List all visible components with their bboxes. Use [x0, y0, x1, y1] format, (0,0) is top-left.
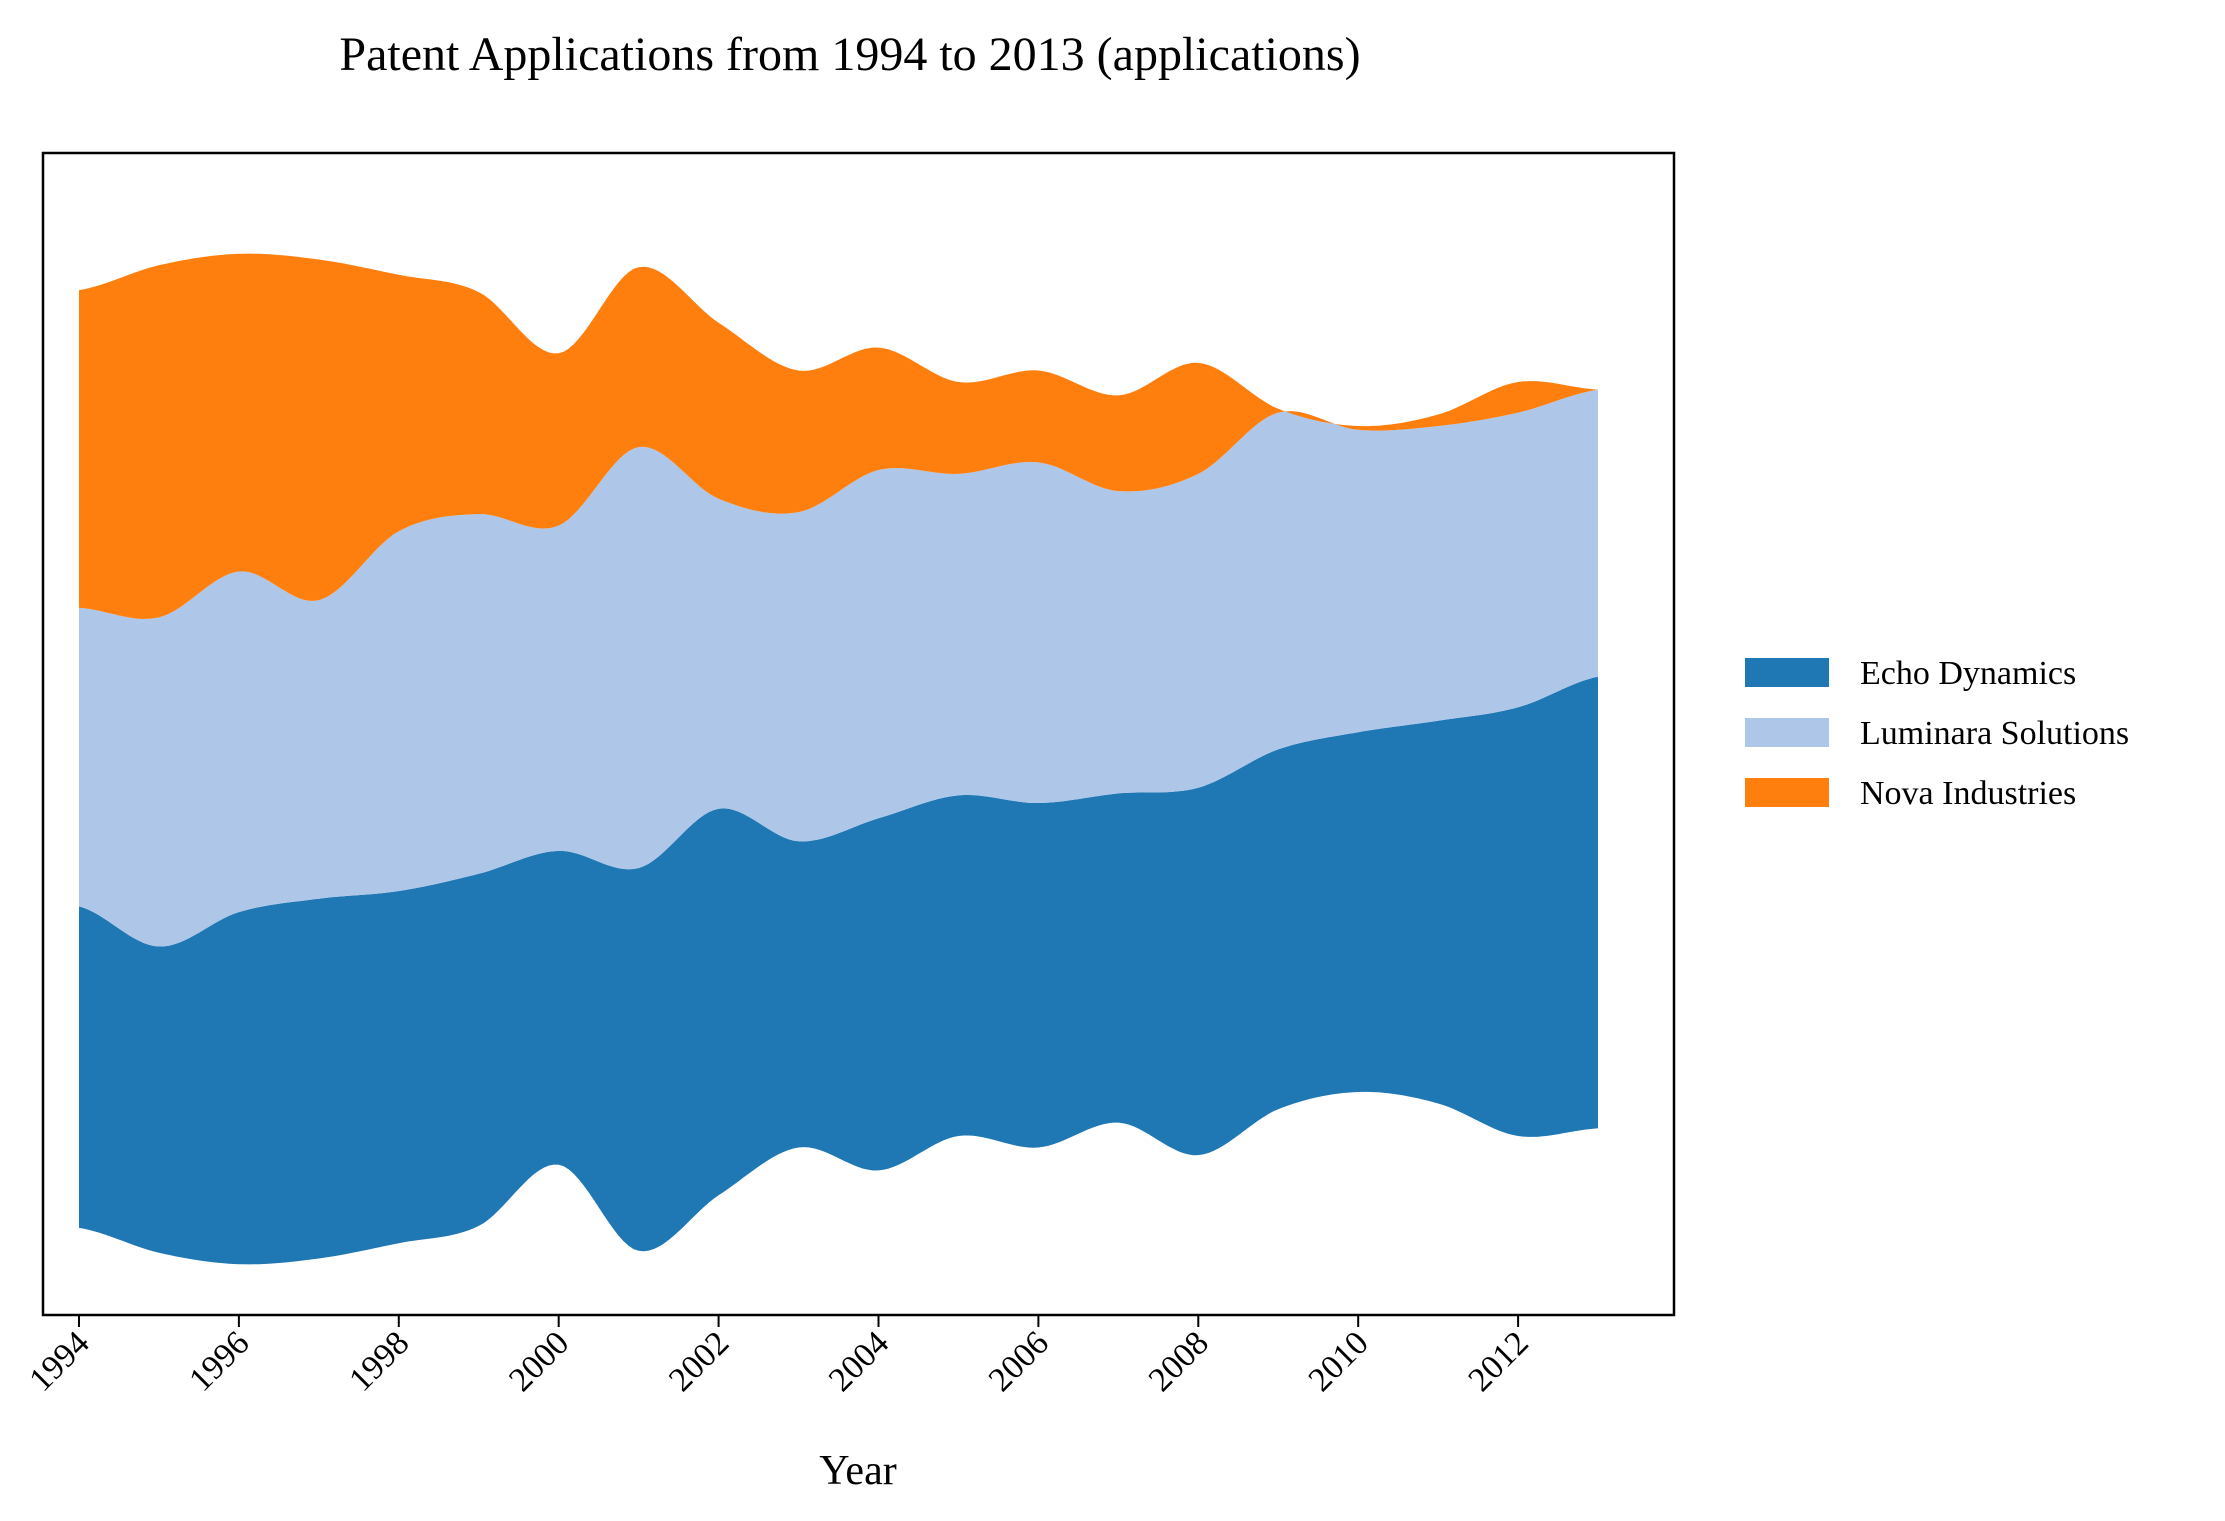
x-tick-label: 2000: [502, 1324, 576, 1398]
plot-frame: [41, 151, 1676, 1317]
stream-nova-industries: [79, 253, 1598, 619]
x-axis: 1994 1996 1998 2000 2002 2004 2006 2008 2010 2012: [22, 1315, 1536, 1399]
legend-label: Nova Industries: [1860, 775, 2076, 812]
x-tick-label: 2002: [662, 1324, 736, 1398]
legend-swatch: [1745, 718, 1829, 747]
stream-luminara-solutions: [79, 389, 1598, 947]
stream-echo-dynamics: [79, 676, 1598, 1265]
x-tick-label: 2006: [982, 1324, 1056, 1398]
legend-label: Luminara Solutions: [1860, 715, 2129, 752]
x-tick-label: 2012: [1462, 1324, 1536, 1398]
legend-label: Echo Dynamics: [1860, 655, 2076, 692]
x-tick-label: 2004: [822, 1324, 896, 1398]
x-axis-label: Year: [819, 1448, 896, 1494]
chart-title: Patent Applications from 1994 to 2013 (a…: [339, 28, 1360, 81]
x-tick-label: 1998: [342, 1324, 416, 1398]
legend-swatch: [1745, 778, 1829, 807]
legend: Echo Dynamics Luminara Solutions Nova Indu…: [1745, 655, 2129, 812]
x-tick-label: 2010: [1302, 1324, 1376, 1398]
x-tick-label: 2008: [1142, 1324, 1216, 1398]
legend-swatch: [1745, 658, 1829, 687]
stream-layers: [79, 253, 1598, 1265]
x-tick-label: 1996: [182, 1324, 256, 1398]
x-tick-label: 1994: [22, 1324, 96, 1398]
